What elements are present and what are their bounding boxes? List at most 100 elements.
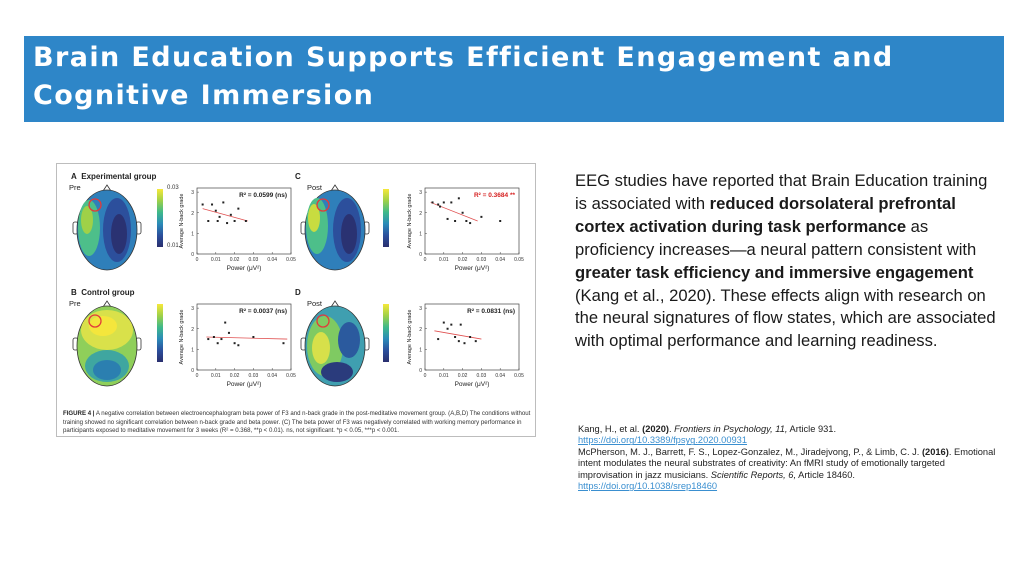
y-tick-label: 2 — [419, 327, 422, 333]
data-point — [461, 211, 464, 214]
data-point — [216, 220, 219, 222]
eeg-figure: A Experimental group Pre 0.03 0.01 0 0.01… — [56, 163, 536, 437]
x-axis-label: Power (μV²) — [455, 381, 490, 388]
y-tick-label: 3 — [419, 190, 422, 196]
data-point — [244, 220, 247, 222]
f3-highlight-a — [88, 198, 102, 212]
body-text-3: (Kang et al., 2020). These effects align… — [575, 285, 996, 351]
data-point — [216, 342, 219, 345]
panel-letter-d: D — [295, 288, 301, 297]
x-tick-label: 0.04 — [495, 373, 505, 379]
body-bold-1: reduced dorsolateral prefrontal cortex a… — [575, 193, 956, 236]
x-tick-label: 0.05 — [286, 373, 296, 379]
y-tick-label: 3 — [419, 306, 422, 312]
x-tick-label: 0.04 — [267, 373, 277, 379]
colorbar-min: 0.01 — [167, 243, 179, 249]
colorbar — [157, 189, 163, 247]
data-point — [480, 215, 483, 218]
panel-letter-b: B — [71, 288, 77, 297]
fit-line — [430, 202, 478, 222]
y-tick-label: 3 — [191, 306, 194, 312]
condition-label-d: Post — [307, 299, 323, 308]
data-point — [446, 327, 449, 330]
panel-group-b: Control group — [81, 288, 135, 297]
data-point — [233, 342, 236, 345]
scatter-plot-b: 0 0.01 0.02 0.03 0.04 0.05 0 1 2 3 Power (μV²) Aver… — [179, 303, 296, 388]
colorbar-max: 0.03 — [167, 185, 179, 191]
panel-letter-c: C — [295, 172, 301, 181]
f3-highlight-d — [316, 314, 330, 328]
x-axis-label: Power (μV²) — [455, 265, 490, 272]
x-axis-label: Power (μV²) — [227, 265, 262, 272]
x-tick-label: 0.01 — [439, 257, 449, 263]
x-tick-label: 0 — [424, 257, 427, 263]
data-point — [282, 342, 285, 345]
data-point — [459, 323, 462, 326]
y-axis-label: Average N-back grade — [179, 310, 185, 365]
x-tick-label: 0.04 — [495, 257, 505, 263]
references: Kang, H., et al. (2020). Frontiers in Ps… — [578, 424, 998, 492]
body-text-1: EEG studies have reported that Brain Edu… — [575, 171, 988, 213]
data-point — [437, 338, 440, 341]
figure-caption: FIGURE 4 | A negative correlation betwee… — [63, 410, 531, 436]
scatter-plot-d: 0 0.01 0.02 0.03 0.04 0.05 0 1 2 3 Power (μV²) Aver… — [407, 303, 524, 388]
scatter-plot-a: 0 0.01 0.02 0.03 0.04 0.05 0 1 2 3 Power (μV²) Aver… — [179, 187, 296, 272]
data-point — [446, 217, 449, 220]
r-squared-label: R² = 0.3684 ** — [474, 192, 515, 199]
condition-label-c: Post — [307, 183, 323, 192]
y-tick-label: 2 — [419, 211, 422, 217]
y-axis-label: Average N-back grade — [407, 310, 413, 365]
data-point — [442, 201, 445, 204]
caption-text: A negative correlation between electroen… — [63, 410, 531, 435]
data-point — [207, 220, 210, 222]
scalp-map-b — [72, 300, 142, 387]
x-tick-label: 0.05 — [514, 373, 524, 379]
data-point — [465, 220, 468, 222]
y-axis-label: Average N-back grade — [179, 194, 185, 249]
condition-label-a: Pre — [69, 183, 81, 192]
fit-line — [202, 208, 248, 222]
panel-group-a: Experimental group — [81, 172, 157, 181]
y-tick-label: 1 — [419, 231, 422, 237]
data-point — [439, 205, 442, 208]
plot-frame — [424, 187, 520, 255]
y-tick-label: 0 — [191, 368, 194, 374]
plot-frame — [196, 187, 292, 255]
y-tick-label: 2 — [191, 211, 194, 217]
reference-2: McPherson, M. J., Barrett, F. S., Lopez-… — [578, 447, 998, 493]
f3-highlight-c — [316, 198, 330, 212]
data-point — [469, 336, 472, 338]
data-point — [226, 222, 229, 225]
body-text-2: as proficiency increases—a neural patter… — [575, 216, 977, 259]
data-point — [442, 321, 445, 324]
data-point — [224, 321, 227, 324]
y-tick-label: 0 — [419, 252, 422, 258]
x-axis-label: Power (μV²) — [227, 381, 262, 388]
y-axis-label: Average N-back grade — [407, 194, 413, 249]
colorbar — [157, 304, 163, 362]
data-point — [252, 336, 255, 338]
x-tick-label: 0.04 — [267, 257, 277, 263]
x-tick-label: 0.01 — [439, 373, 449, 379]
data-point — [237, 207, 240, 210]
y-tick-label: 2 — [191, 327, 194, 333]
x-tick-label: 0.03 — [477, 257, 487, 263]
data-point — [218, 215, 221, 218]
data-point — [450, 323, 453, 326]
reference-1-link[interactable]: https://doi.org/10.3389/fpsyg.2020.00931 — [578, 435, 748, 446]
data-point — [431, 201, 434, 204]
x-tick-label: 0.03 — [249, 257, 259, 263]
data-point — [222, 201, 225, 204]
data-point — [499, 220, 502, 222]
title-bar: Brain Education Supports Efficient Engag… — [24, 36, 1004, 122]
slide-title: Brain Education Supports Efficient Engag… — [33, 42, 894, 111]
caption-label: FIGURE 4 | — [63, 410, 95, 417]
x-tick-label: 0 — [196, 257, 199, 263]
y-tick-label: 0 — [191, 252, 194, 258]
reference-2-link[interactable]: https://doi.org/10.1038/srep18460 — [578, 481, 718, 492]
x-tick-label: 0.05 — [286, 257, 296, 263]
data-point — [457, 197, 460, 200]
data-point — [211, 203, 214, 206]
r-squared-label: R² = 0.0599 (ns) — [239, 192, 287, 199]
x-tick-label: 0.03 — [477, 373, 487, 379]
